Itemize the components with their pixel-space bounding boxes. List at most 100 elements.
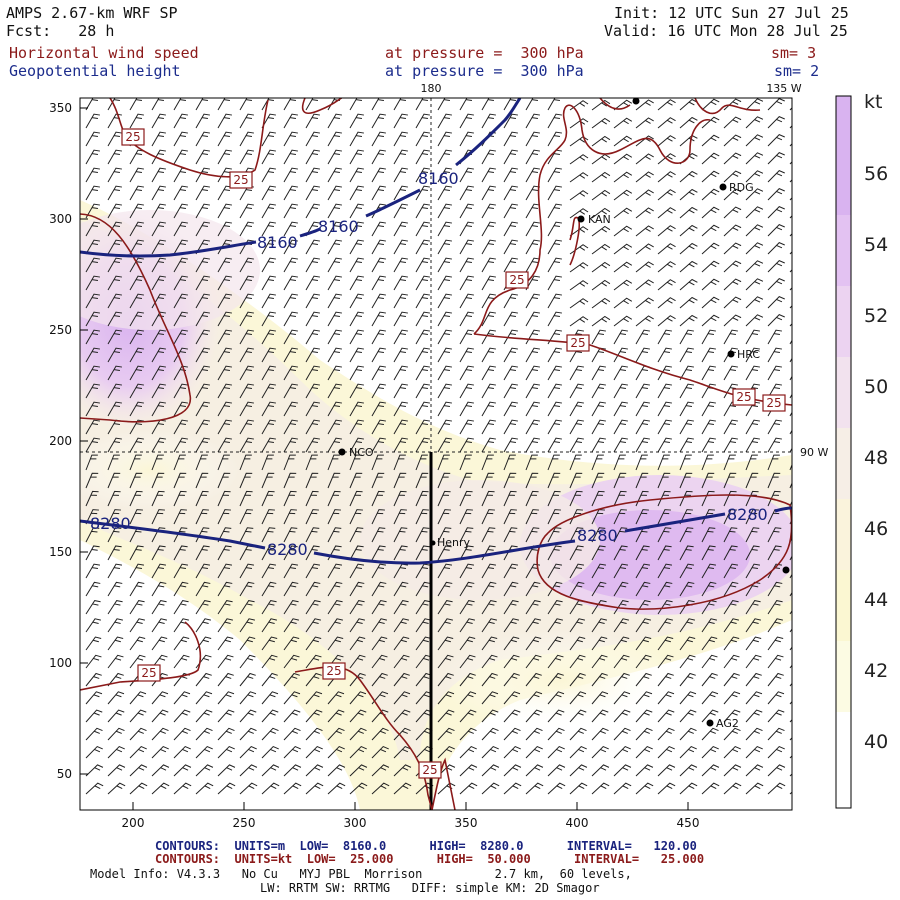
wind-barb <box>327 636 344 651</box>
wind-barb <box>393 672 410 687</box>
wind-barb <box>745 672 762 687</box>
wind-barb <box>503 672 520 687</box>
speed-label: 25 <box>736 390 751 404</box>
wind-barb <box>767 329 783 345</box>
wind-barb <box>283 329 299 345</box>
wind-barb <box>371 293 387 309</box>
height-label: 8280 <box>267 540 308 559</box>
wind-barb <box>745 365 761 381</box>
wind-barb <box>107 563 123 579</box>
wind-barb <box>195 113 211 129</box>
wind-barb <box>85 203 101 219</box>
wind-barb <box>503 401 519 417</box>
wind-barb <box>657 117 676 129</box>
wind-barb <box>217 437 233 453</box>
wind-barb <box>657 745 675 759</box>
wind-barb <box>547 782 566 795</box>
wind-barb <box>371 472 385 489</box>
wind-barb <box>569 280 589 291</box>
wind-barb <box>393 618 409 633</box>
wind-barb <box>107 764 126 777</box>
wind-barb <box>723 454 736 471</box>
wind-barb <box>283 618 299 633</box>
wind-barb <box>613 472 627 489</box>
wind-barb <box>349 98 363 111</box>
wind-barb <box>195 257 211 273</box>
wind-barb <box>745 260 764 273</box>
wind-barb <box>767 709 785 723</box>
wind-barb <box>525 509 539 525</box>
height-label: 8280 <box>727 505 768 524</box>
wind-barb <box>481 329 497 345</box>
wind-barb <box>239 293 255 309</box>
wind-barb <box>723 98 742 111</box>
wind-barb <box>261 185 277 201</box>
wind-barb <box>613 297 633 309</box>
wind-barb <box>767 727 785 741</box>
wind-barb <box>745 527 760 543</box>
wind-barb <box>701 636 718 651</box>
wind-barb <box>701 134 720 147</box>
wind-barb <box>393 149 409 165</box>
wind-barb <box>261 472 275 489</box>
wind-barb <box>129 383 145 399</box>
wind-barb <box>305 329 321 345</box>
wind-barb <box>503 600 519 615</box>
wind-barb <box>437 764 456 777</box>
height-label: 8280 <box>577 526 618 545</box>
wind-barb <box>415 618 431 633</box>
wind-barb <box>195 745 213 759</box>
wind-barb <box>437 527 452 543</box>
wind-barb <box>613 745 631 759</box>
wind-barb <box>239 113 255 129</box>
wind-barb <box>129 600 145 615</box>
wind-barb <box>459 275 475 291</box>
wind-barb <box>635 636 652 651</box>
wind-barb <box>767 745 785 759</box>
wind-barb <box>393 581 409 597</box>
wind-barb <box>261 167 277 183</box>
wind-barb <box>745 188 764 201</box>
wind-barb <box>261 293 277 309</box>
wind-barb <box>283 257 299 273</box>
wind-barb <box>217 149 233 165</box>
wind-barb <box>327 401 343 417</box>
wind-barb <box>613 225 633 237</box>
wind-barb <box>173 745 191 759</box>
wind-barb <box>459 727 477 741</box>
wind-barb <box>657 727 675 741</box>
wind-barb <box>657 709 675 723</box>
wind-barb <box>789 791 792 795</box>
wind-barb <box>371 545 386 561</box>
wind-barb <box>503 221 519 237</box>
wind-barb <box>371 221 387 237</box>
wind-barb <box>151 472 165 489</box>
wind-barb <box>173 257 189 273</box>
wind-barb <box>415 275 431 291</box>
wind-barb <box>173 311 189 327</box>
wind-barb <box>613 383 629 399</box>
wind-barb <box>415 203 431 219</box>
wind-barb <box>657 279 676 291</box>
wind-barb <box>371 149 387 165</box>
wind-barb <box>635 727 653 741</box>
wind-barb <box>569 154 589 165</box>
wind-barb <box>107 167 123 183</box>
height-label: 8160 <box>257 233 298 252</box>
wind-barb <box>261 98 275 111</box>
wind-barb <box>107 454 120 471</box>
wind-barb <box>327 745 345 759</box>
wind-barb <box>305 167 321 183</box>
wind-barb <box>283 239 299 255</box>
wind-barb <box>679 278 698 291</box>
wind-barb <box>327 709 345 723</box>
wind-barb <box>657 563 673 579</box>
wind-barb <box>657 600 673 615</box>
wind-barb <box>745 98 764 111</box>
wind-barb <box>217 221 233 237</box>
wind-barb <box>591 225 611 237</box>
wind-barb <box>371 672 388 687</box>
wind-barb <box>459 293 475 309</box>
wind-barb <box>107 221 123 237</box>
wind-barb <box>591 454 604 471</box>
